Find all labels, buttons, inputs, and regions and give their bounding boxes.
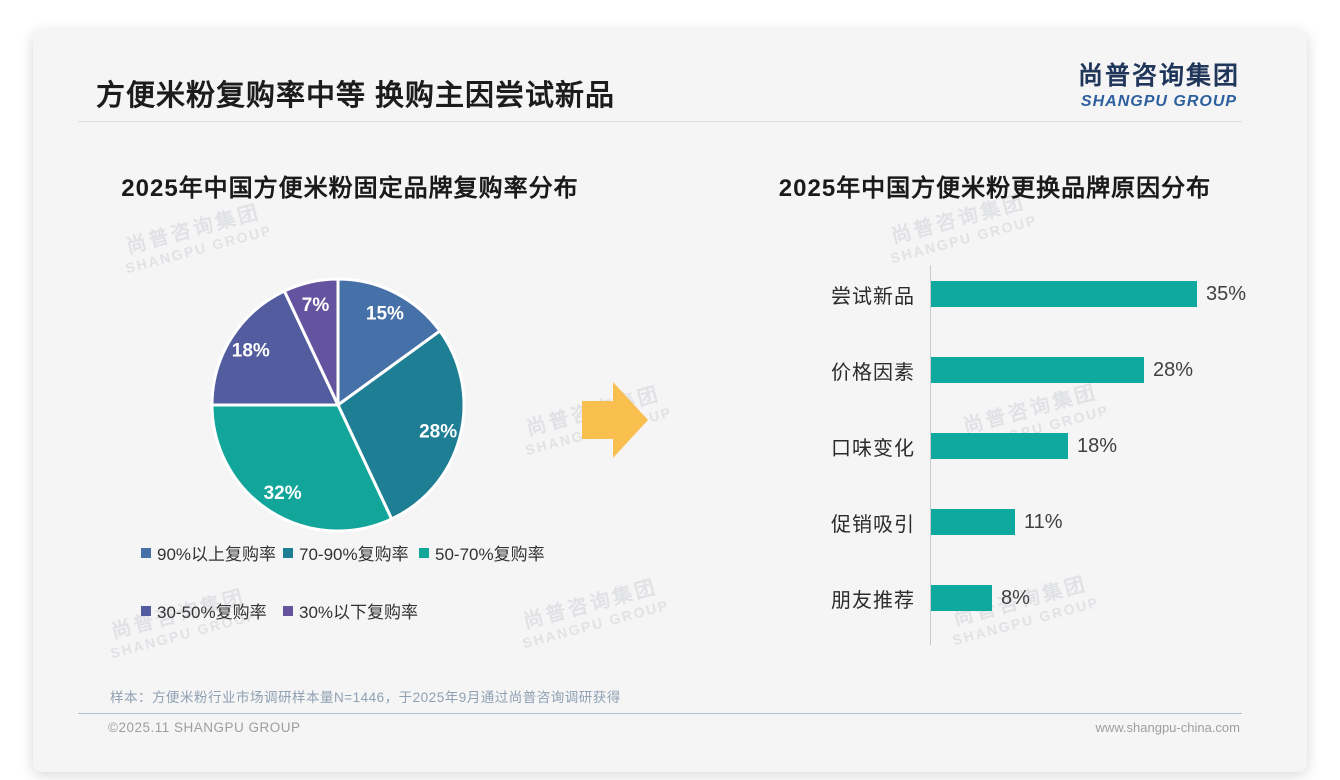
legend-swatch bbox=[419, 547, 429, 558]
bar-rows: 尝试新品 35% 价格因素 28% 口味变化 18% 促销吸引 11% 朋友推荐 8% bbox=[823, 281, 1247, 612]
bar-value-label: 18% bbox=[1077, 434, 1118, 457]
bar-value-label: 11% bbox=[1024, 510, 1063, 533]
brand-watermark: 尚普咨询集团 SHANGPU GROUP bbox=[116, 194, 274, 277]
brand-logo-en: SHANGPU GROUP bbox=[1080, 93, 1238, 110]
watermark-text-cn: 尚普咨询集团 bbox=[124, 201, 264, 259]
pie-slice-7% bbox=[282, 277, 340, 407]
bar-category-label: 朋友推荐 bbox=[831, 589, 915, 612]
bar-fill bbox=[931, 357, 1144, 383]
brand-logo: 尚普咨询集团 SHANGPU GROUP bbox=[1078, 56, 1240, 111]
footer-copyright: ©2025.11 SHANGPU GROUP bbox=[108, 720, 301, 735]
bar-row: 口味变化 18% bbox=[823, 433, 1246, 460]
watermark-text-en: SHANGPU GROUP bbox=[123, 221, 274, 277]
legend-label: 30-50%复购率 bbox=[157, 603, 267, 622]
pie-data-label: 7% bbox=[302, 295, 330, 316]
bar-fill bbox=[931, 585, 992, 611]
page-title: 方便米粉复购率中等 换购主因尝试新品 bbox=[96, 80, 616, 112]
pie-slice-28% bbox=[336, 329, 466, 521]
legend-swatch bbox=[141, 547, 151, 558]
legend-item: 30%以下复购率 bbox=[283, 598, 419, 623]
legend-label: 30%以下复购率 bbox=[299, 603, 419, 622]
bar-fill bbox=[931, 433, 1068, 459]
bar-row: 朋友推荐 8% bbox=[823, 585, 1246, 612]
legend-label: 70-90%复购率 bbox=[299, 545, 409, 564]
pie-legend: 90%以上复购率 70-90%复购率 50-70%复购率 30-50%复购率 30%以下… bbox=[141, 540, 545, 623]
pie-data-label: 32% bbox=[264, 483, 302, 504]
bar-value-label: 28% bbox=[1153, 358, 1194, 381]
legend-item: 50-70%复购率 bbox=[419, 540, 545, 565]
legend-label: 50-70%复购率 bbox=[435, 545, 545, 564]
legend-item: 90%以上复购率 bbox=[141, 540, 283, 565]
legend-swatch bbox=[141, 605, 151, 616]
brand-logo-cn: 尚普咨询集团 bbox=[1077, 62, 1240, 90]
pie-data-label: 28% bbox=[419, 421, 457, 442]
right-arrow-icon bbox=[582, 382, 648, 458]
bar-category-label: 促销吸引 bbox=[831, 513, 915, 536]
pie-slice-32% bbox=[210, 403, 394, 533]
bar-fill bbox=[931, 509, 1015, 535]
bar-row: 促销吸引 11% bbox=[823, 509, 1246, 536]
legend-swatch bbox=[283, 547, 293, 558]
pie-slice-18% bbox=[210, 289, 340, 407]
legend-swatch bbox=[283, 605, 293, 616]
pie-data-label: 15% bbox=[366, 304, 404, 325]
pie-chart-title: 2025年中国方便米粉固定品牌复购率分布 bbox=[121, 175, 579, 202]
bar-category-label: 口味变化 bbox=[831, 437, 915, 460]
bar-fill bbox=[931, 281, 1197, 307]
bar-category-label: 价格因素 bbox=[831, 361, 915, 384]
bar-axis-line bbox=[930, 265, 931, 645]
sample-note: 样本：方便米粉行业市场调研样本量N=1446，于2025年9月通过尚普咨询调研获… bbox=[110, 690, 621, 705]
footer-divider bbox=[78, 713, 1242, 714]
bar-category-label: 尝试新品 bbox=[831, 285, 915, 308]
bar-chart: 尝试新品 35% 价格因素 28% 口味变化 18% 促销吸引 11% 朋友推荐 8% bbox=[823, 235, 1247, 675]
bar-row: 尝试新品 35% bbox=[823, 281, 1247, 308]
footer-website: www.shangpu-china.com bbox=[1095, 720, 1240, 735]
header-divider bbox=[78, 121, 1242, 122]
pie-data-label: 18% bbox=[232, 340, 270, 361]
pie-slice-15% bbox=[336, 277, 442, 407]
legend-item: 30-50%复购率 bbox=[141, 598, 283, 623]
pie-chart: 15% 28% 32% 18% 7% bbox=[210, 277, 466, 533]
bar-value-label: 8% bbox=[1001, 586, 1030, 609]
bar-chart-title: 2025年中国方便米粉更换品牌原因分布 bbox=[778, 175, 1212, 202]
slide-card: 尚普咨询集团 SHANGPU GROUP 尚普咨询集团 SHANGPU GROU… bbox=[33, 30, 1307, 772]
legend-item: 70-90%复购率 bbox=[283, 540, 419, 565]
bar-value-label: 35% bbox=[1206, 282, 1247, 305]
legend-label: 90%以上复购率 bbox=[157, 545, 277, 564]
bar-row: 价格因素 28% bbox=[823, 357, 1246, 384]
